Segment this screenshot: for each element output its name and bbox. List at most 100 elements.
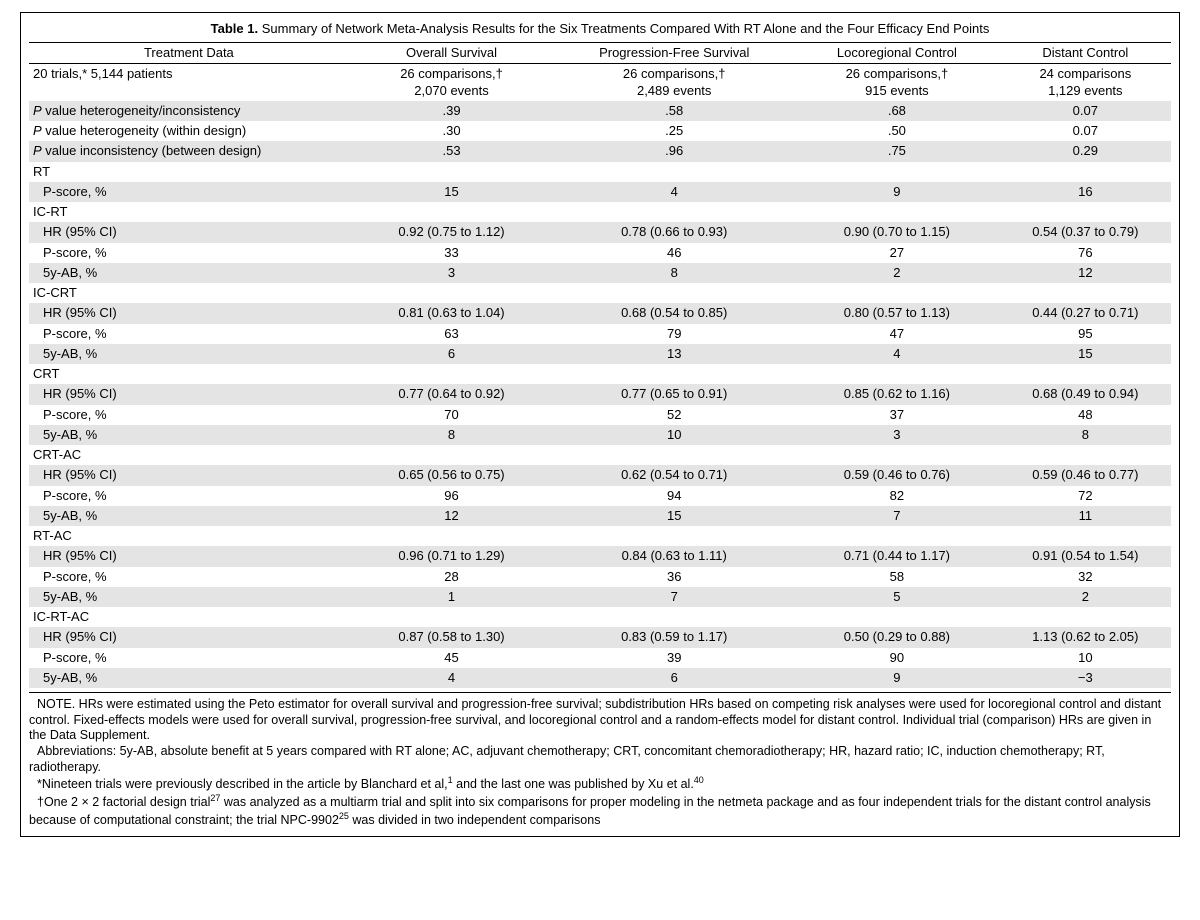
cell: 0.96 (0.71 to 1.29) [349, 546, 555, 566]
row-label: 5y-AB, % [29, 506, 349, 526]
table-row: P-score, %70523748 [29, 405, 1171, 425]
cell: 90 [794, 648, 1000, 668]
cell: .39 [349, 101, 555, 121]
cell: 0.65 (0.56 to 0.75) [349, 465, 555, 485]
row-label: P-score, % [29, 182, 349, 202]
table-row: 5y-AB, %1215711 [29, 506, 1171, 526]
cell [349, 607, 555, 627]
cell [349, 162, 555, 182]
cell: 0.84 (0.63 to 1.11) [554, 546, 794, 566]
cell: 48 [1000, 405, 1171, 425]
cell: 0.91 (0.54 to 1.54) [1000, 546, 1171, 566]
cell: 26 comparisons,†2,489 events [554, 64, 794, 101]
cell: 27 [794, 243, 1000, 263]
table-body: 20 trials,* 5,144 patients26 comparisons… [29, 64, 1171, 688]
cell [1000, 283, 1171, 303]
cell: 6 [349, 344, 555, 364]
cell: 70 [349, 405, 555, 425]
cell [349, 283, 555, 303]
cell: 0.68 (0.49 to 0.94) [1000, 384, 1171, 404]
table-row: IC-RT [29, 202, 1171, 222]
cell: 0.59 (0.46 to 0.77) [1000, 465, 1171, 485]
cell: 0.71 (0.44 to 1.17) [794, 546, 1000, 566]
table-row: RT [29, 162, 1171, 182]
cell: .75 [794, 141, 1000, 161]
cell [794, 445, 1000, 465]
cell: 4 [794, 344, 1000, 364]
row-label: P-score, % [29, 243, 349, 263]
table-row: HR (95% CI)0.92 (0.75 to 1.12)0.78 (0.66… [29, 222, 1171, 242]
table-row: P value heterogeneity (within design).30… [29, 121, 1171, 141]
table-row: P-score, %154916 [29, 182, 1171, 202]
cell: 8 [349, 425, 555, 445]
row-label: 5y-AB, % [29, 587, 349, 607]
cell: 63 [349, 324, 555, 344]
cell: 12 [349, 506, 555, 526]
cell: 94 [554, 486, 794, 506]
row-label: P value heterogeneity (within design) [29, 121, 349, 141]
row-label: 5y-AB, % [29, 425, 349, 445]
cell: 26 comparisons,†2,070 events [349, 64, 555, 101]
cell: 0.77 (0.64 to 0.92) [349, 384, 555, 404]
row-label: IC-CRT [29, 283, 349, 303]
col-header: Treatment Data [29, 43, 349, 64]
cell: 82 [794, 486, 1000, 506]
cell: 8 [1000, 425, 1171, 445]
cell [554, 445, 794, 465]
cell: 3 [794, 425, 1000, 445]
row-label: IC-RT-AC [29, 607, 349, 627]
cell: 47 [794, 324, 1000, 344]
cell [794, 202, 1000, 222]
cell: 72 [1000, 486, 1171, 506]
cell: 4 [349, 668, 555, 688]
col-header: Distant Control [1000, 43, 1171, 64]
cell [794, 526, 1000, 546]
cell: 45 [349, 648, 555, 668]
row-label: IC-RT [29, 202, 349, 222]
cell [794, 607, 1000, 627]
cell [554, 202, 794, 222]
cell: 0.77 (0.65 to 0.91) [554, 384, 794, 404]
table-row: 5y-AB, %81038 [29, 425, 1171, 445]
table-row: HR (95% CI)0.77 (0.64 to 0.92)0.77 (0.65… [29, 384, 1171, 404]
cell: 26 comparisons,†915 events [794, 64, 1000, 101]
cell: 15 [554, 506, 794, 526]
row-label: 5y-AB, % [29, 344, 349, 364]
cell: 15 [1000, 344, 1171, 364]
table-number: Table 1. [211, 21, 258, 36]
cell: 16 [1000, 182, 1171, 202]
cell: 0.62 (0.54 to 0.71) [554, 465, 794, 485]
row-label: P value heterogeneity/inconsistency [29, 101, 349, 121]
cell: 11 [1000, 506, 1171, 526]
cell [794, 162, 1000, 182]
row-label: HR (95% CI) [29, 222, 349, 242]
cell: .96 [554, 141, 794, 161]
cell [1000, 364, 1171, 384]
cell: .53 [349, 141, 555, 161]
cell [349, 364, 555, 384]
cell: 8 [554, 263, 794, 283]
cell: 0.44 (0.27 to 0.71) [1000, 303, 1171, 323]
cell [1000, 162, 1171, 182]
table-row: 5y-AB, %613415 [29, 344, 1171, 364]
cell [554, 162, 794, 182]
cell [349, 202, 555, 222]
cell: 46 [554, 243, 794, 263]
table-row: P-score, %28365832 [29, 567, 1171, 587]
cell: 3 [349, 263, 555, 283]
header-row: Treatment Data Overall Survival Progress… [29, 43, 1171, 64]
cell: 0.59 (0.46 to 0.76) [794, 465, 1000, 485]
cell: 0.83 (0.59 to 1.17) [554, 627, 794, 647]
table-row: RT-AC [29, 526, 1171, 546]
table-row: IC-RT-AC [29, 607, 1171, 627]
cell: 0.29 [1000, 141, 1171, 161]
note-line: NOTE. HRs were estimated using the Peto … [29, 697, 1171, 744]
table-row: P-score, %63794795 [29, 324, 1171, 344]
table-row: P value inconsistency (between design).5… [29, 141, 1171, 161]
cell: 95 [1000, 324, 1171, 344]
cell: 10 [1000, 648, 1171, 668]
cell: 79 [554, 324, 794, 344]
cell: 2 [794, 263, 1000, 283]
cell: 28 [349, 567, 555, 587]
cell: 4 [554, 182, 794, 202]
